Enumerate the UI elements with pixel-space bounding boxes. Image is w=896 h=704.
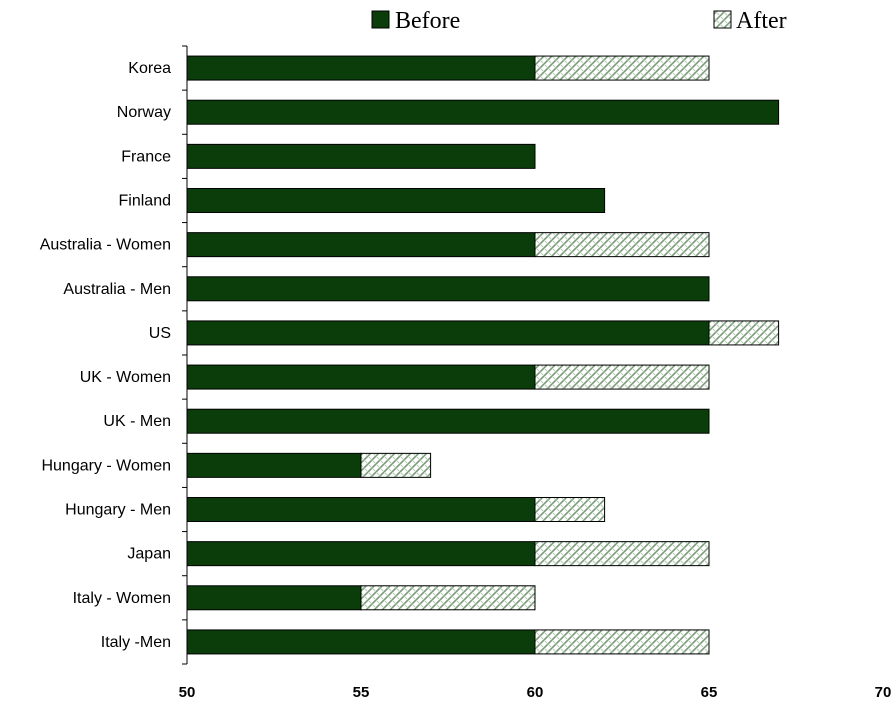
bar-after-us — [708, 320, 780, 346]
x-tick-label-50: 50 — [179, 684, 196, 701]
category-label-norway: Norway — [117, 104, 171, 121]
legend-label-after: After — [736, 8, 787, 34]
bars-group — [186, 55, 780, 655]
bar-after-italy-men — [534, 629, 710, 655]
bar-before-italy-women — [186, 585, 362, 611]
legend-label-before: Before — [395, 8, 460, 34]
category-label-hungary-women: Hungary - Women — [41, 457, 171, 474]
category-label-korea: Korea — [128, 60, 171, 77]
bar-before-france — [186, 143, 536, 169]
bar-after-korea — [534, 55, 710, 81]
bar-after-hungary-women — [360, 452, 432, 478]
bar-before-italy-men — [186, 629, 536, 655]
bar-before-australia-women — [186, 232, 536, 258]
legend-swatch-before — [371, 10, 390, 29]
x-tick-labels: 50 55 60 65 70 — [179, 684, 892, 701]
bar-after-uk-women — [534, 364, 710, 390]
legend-item-after: After — [713, 8, 787, 34]
bar-before-us — [186, 320, 710, 346]
category-label-finland: Finland — [119, 193, 171, 210]
bar-after-japan — [534, 541, 710, 567]
x-tick-label-55: 55 — [353, 684, 370, 701]
bar-before-hungary-women — [186, 452, 362, 478]
legend-swatch-after — [713, 10, 732, 29]
category-label-italy-men: Italy -Men — [101, 634, 171, 651]
bar-after-australia-women — [534, 232, 710, 258]
bar-before-uk-men — [186, 408, 710, 434]
category-label-us: US — [149, 325, 171, 342]
x-tick-label-65: 65 — [701, 684, 718, 701]
category-label-italy-women: Italy - Women — [73, 590, 171, 607]
bar-after-italy-women — [360, 585, 536, 611]
bar-before-korea — [186, 55, 536, 81]
x-tick-label-70: 70 — [875, 684, 892, 701]
y-axis — [182, 45, 188, 665]
bar-before-hungary-men — [186, 497, 536, 522]
category-label-uk-women: UK - Women — [80, 369, 171, 386]
category-label-australia-men: Australia - Men — [63, 281, 171, 298]
legend: Before After — [371, 8, 787, 34]
category-labels: Korea Norway France Finland Australia - Wome… — [40, 60, 171, 651]
category-label-japan: Japan — [127, 546, 171, 563]
bar-before-uk-women — [186, 364, 536, 390]
bar-before-japan — [186, 541, 536, 567]
category-label-uk-men: UK - Men — [103, 413, 171, 430]
legend-item-before: Before — [371, 8, 460, 34]
x-tick-label-60: 60 — [527, 684, 544, 701]
category-label-australia-women: Australia - Women — [40, 237, 171, 254]
category-label-france: France — [121, 148, 171, 165]
bar-before-australia-men — [186, 276, 710, 302]
bar-before-norway — [186, 99, 780, 125]
category-label-hungary-men: Hungary - Men — [65, 502, 171, 519]
bar-after-hungary-men — [534, 497, 606, 522]
bar-before-finland — [186, 188, 606, 213]
